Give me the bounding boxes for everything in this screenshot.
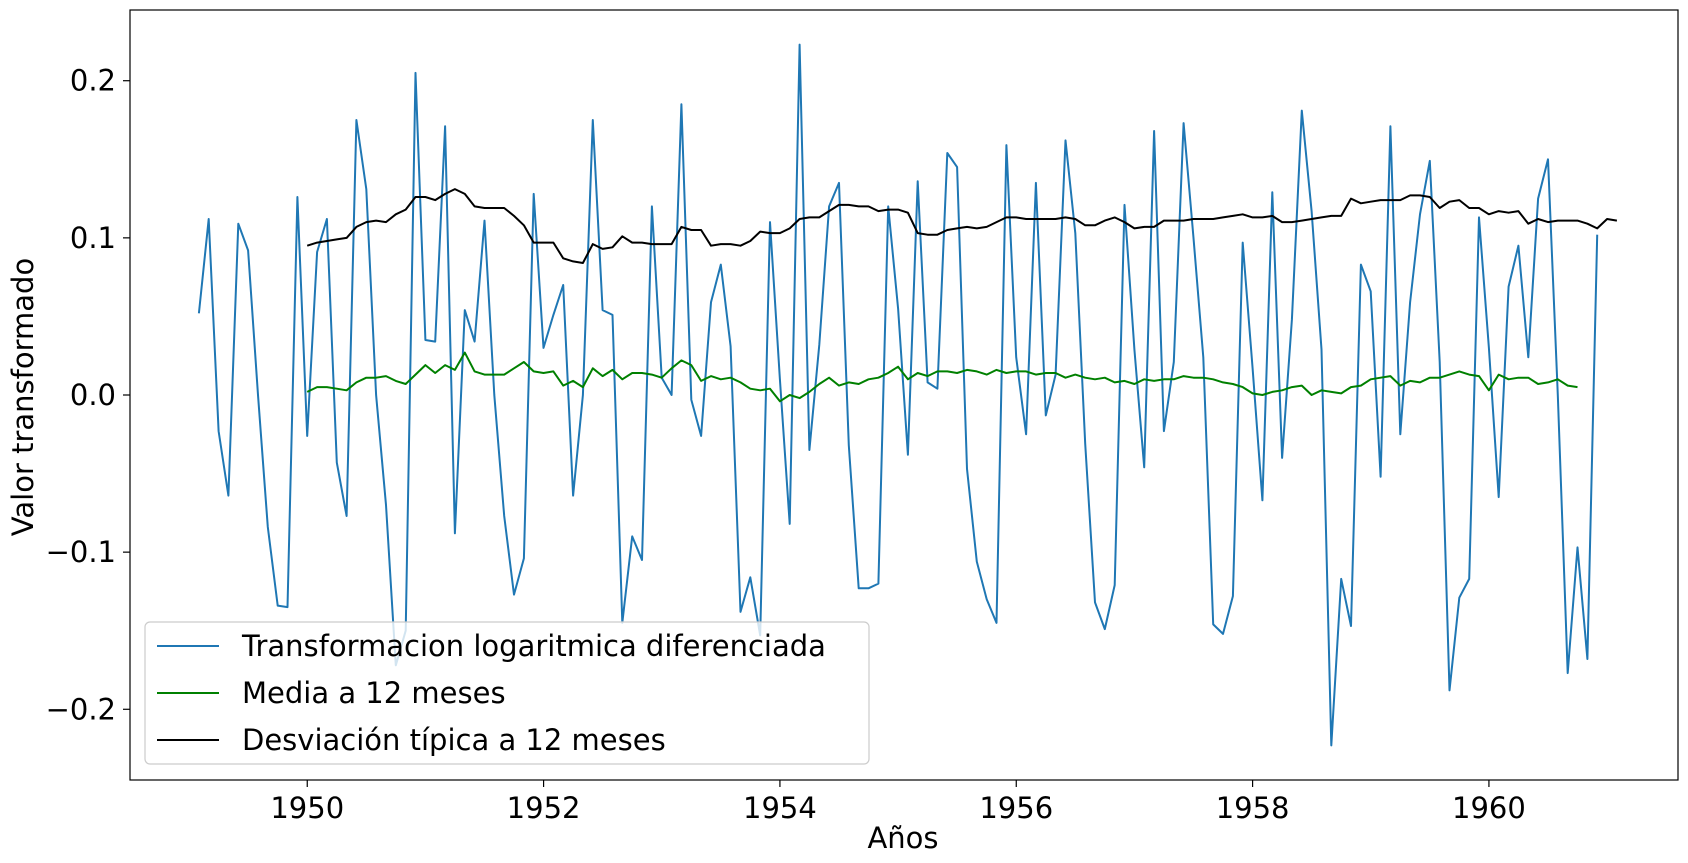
x-tick-label-0: 1950: [270, 791, 344, 825]
series-layer: [197, 43, 1618, 747]
x-axis-label: Años: [867, 821, 938, 855]
y-tick-label-0: −0.2: [46, 692, 116, 726]
legend-label-2: Desviación típica a 12 meses: [242, 723, 666, 757]
x-tick-label-1: 1952: [507, 791, 581, 825]
legend: Transformacion logaritmica diferenciada M…: [144, 621, 870, 765]
y-tick-label-2: 0.0: [70, 378, 116, 412]
axes-layer: 1950 1952 1954 1956 1958 1960 −0.2 −0.1 0.0 0.1 0.…: [46, 9, 1679, 825]
legend-box: [144, 621, 870, 765]
series-line-0: [197, 43, 1599, 747]
x-tick-label-5: 1960: [1452, 791, 1526, 825]
x-tick-label-3: 1956: [979, 791, 1053, 825]
series-line-1: [306, 351, 1578, 403]
y-tick-label-4: 0.2: [70, 64, 116, 98]
x-tick-label-2: 1954: [743, 791, 817, 825]
series-line-2: [306, 188, 1618, 264]
y-tick-label-1: −0.1: [46, 535, 116, 569]
x-tick-label-4: 1958: [1216, 791, 1290, 825]
legend-label-1: Media a 12 meses: [242, 676, 506, 710]
y-tick-label-3: 0.1: [70, 221, 116, 255]
y-axis-label: Valor transformado: [6, 258, 40, 536]
legend-label-0: Transformacion logaritmica diferenciada: [241, 629, 826, 663]
